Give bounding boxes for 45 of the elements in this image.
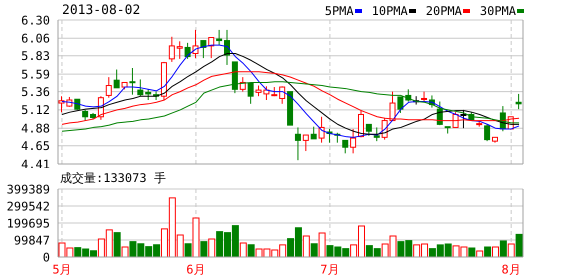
x-tick-label: 7月 [320,262,340,276]
y-tick-label: 4.88 [21,121,50,136]
candlestick [350,128,356,154]
bar [310,243,318,257]
x-tick-label: 8月 [502,262,521,276]
y-tick-label: 5.12 [21,103,50,118]
bar [516,234,523,257]
x-tick-label: 6月 [186,262,206,276]
legend-label: 10PMA [372,4,408,18]
y-tick-label: 6.06 [21,32,50,46]
bar [508,244,515,257]
bar [208,238,216,257]
y-tick-label: 99847 [14,233,50,248]
text: 成交量:133073 手 [60,170,166,187]
y-tick-label: 4.41 [21,157,50,172]
bar [318,232,326,257]
bar [200,241,208,257]
bar [184,243,192,257]
bar [248,244,255,257]
y-tick-label: 4.65 [21,138,50,153]
y-tick-label: 5.36 [21,84,50,99]
bar [192,218,200,257]
bar [302,236,310,257]
candlestick [294,126,301,161]
x-tick-label: 5月 [52,262,72,276]
legend-label: 30PMA [480,4,516,18]
chart-title: 2013-08-02 [62,3,140,18]
y-tick-label: 299542 [6,199,50,214]
bar [492,246,499,257]
y-tick-label: 199695 [6,216,50,230]
bar [500,240,507,257]
bar [476,250,484,257]
bar [484,246,492,257]
candlestick [129,68,136,96]
legend-label: 5PMA [324,4,354,18]
bar [114,232,121,257]
y-tick-label: 399389 [6,182,50,196]
y-tick-label: 5.59 [21,67,50,82]
bar [122,246,129,257]
y-tick-label: 0 [42,250,50,264]
y-tick-label: 6.30 [21,13,50,28]
bar [240,242,247,257]
bar [468,247,476,257]
y-tick-label: 5.83 [21,49,50,64]
legend-label: 20PMA [426,4,462,18]
